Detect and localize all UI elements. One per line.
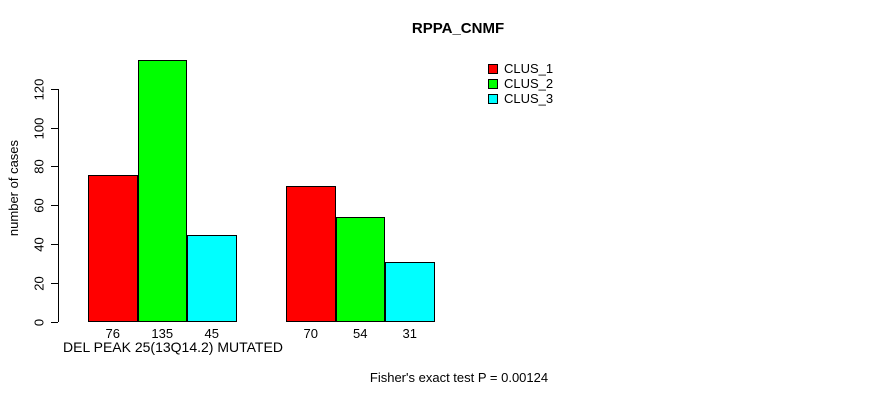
y-tick-label: 40	[31, 237, 46, 252]
legend: CLUS_1 CLUS_2 CLUS_3	[488, 62, 553, 106]
legend-label: CLUS_2	[504, 76, 554, 92]
bar-value-label: 31	[402, 326, 417, 341]
y-axis-label: number of cases	[6, 139, 21, 237]
x-axis-label: DEL PEAK 25(13Q14.2) MUTATED	[63, 339, 283, 355]
legend-label: CLUS_3	[504, 90, 554, 106]
bar-value-label: 54	[353, 326, 368, 341]
bar-value-label: 135	[151, 326, 174, 341]
bar-clus_3-group2	[385, 261, 435, 322]
bar-value-label: 76	[105, 326, 120, 341]
legend-label: CLUS_1	[504, 61, 554, 77]
legend-item-clus_3: CLUS_3	[488, 91, 553, 106]
y-axis-line	[58, 89, 59, 322]
y-tick-mark	[51, 166, 58, 168]
y-tick-label: 120	[31, 78, 46, 101]
y-tick-label: 60	[31, 198, 46, 213]
y-tick-mark	[51, 282, 58, 284]
y-tick-mark	[51, 88, 58, 90]
y-tick-mark	[51, 205, 58, 207]
legend-swatch-icon	[488, 79, 498, 90]
legend-item-clus_2: CLUS_2	[488, 77, 553, 92]
y-tick-label: 80	[31, 159, 46, 175]
annotation-text: Fisher's exact test P = 0.00124	[369, 370, 549, 385]
chart-title: RPPA_CNMF	[411, 20, 505, 37]
y-tick-label: 100	[31, 117, 46, 139]
bar-clus_2-group1	[137, 60, 187, 322]
y-tick-label: 20	[31, 275, 46, 291]
bar-clus_2-group2	[335, 217, 385, 322]
y-tick-mark	[51, 243, 58, 245]
bar-value-label: 70	[303, 326, 318, 341]
y-tick-mark	[51, 321, 58, 323]
bar-clus_1-group1	[88, 174, 138, 322]
y-tick-label: 0	[31, 318, 46, 326]
legend-swatch-icon	[488, 64, 498, 75]
bar-value-label: 45	[204, 326, 219, 341]
bar-clus_1-group2	[286, 186, 336, 322]
legend-swatch-icon	[488, 93, 498, 104]
y-tick-mark	[51, 127, 58, 129]
legend-item-clus_1: CLUS_1	[488, 62, 553, 77]
bar-clus_3-group1	[187, 234, 237, 322]
